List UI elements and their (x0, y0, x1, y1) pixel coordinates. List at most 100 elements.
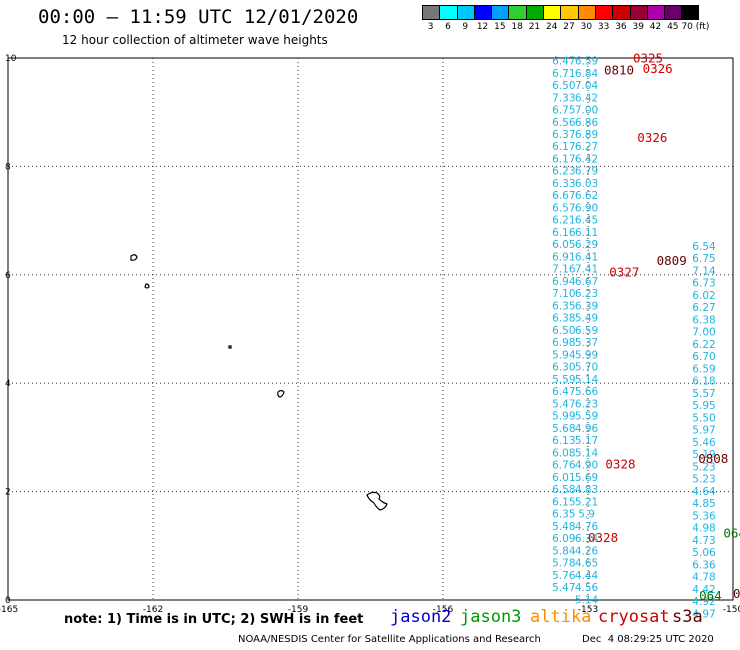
wave-height-value: 6.35 (552, 509, 575, 521)
x-tick-label: -153 (578, 605, 598, 615)
wave-height-value: 5.17 (575, 435, 598, 447)
legend-label: 18 (511, 22, 523, 32)
wave-height-value: 5.14 (575, 447, 599, 459)
footer-note: note: 1) Time is in UTC; 2) SWH is in fe… (64, 612, 364, 627)
wave-height-value: 5.78 (552, 558, 575, 570)
legend-swatch (612, 5, 630, 20)
wave-height-value: 5.97 (692, 425, 715, 437)
overpass-time-label: 0809 (657, 253, 687, 268)
wave-height-value: 6.17 (552, 141, 575, 153)
satellite-legend-item: s3a (672, 607, 703, 627)
overpass-time-label: 0327 (609, 264, 639, 279)
wave-height-value: 6.50 (552, 325, 575, 337)
legend-swatch (681, 5, 699, 20)
wave-height-value: 6.30 (552, 362, 575, 374)
wave-height-value: 7.16 (552, 264, 576, 276)
wave-height-value: 6.47 (552, 56, 575, 68)
wave-height-value: 4.98 (692, 523, 715, 535)
wave-height-value: 6.75 (692, 253, 715, 265)
legend-label: 24 (546, 22, 558, 32)
legend-swatch (664, 5, 682, 20)
wave-height-value: 5.68 (552, 423, 575, 435)
wave-height-value: 6.79 (575, 166, 598, 178)
wave-height-value: 7.41 (575, 264, 598, 276)
wave-height-value: 6.35 (552, 300, 575, 312)
wave-height-value: 4.42 (692, 584, 715, 596)
wave-height-value: 5.70 (575, 362, 598, 374)
wave-height-value: 6.98 (552, 337, 575, 349)
wave-height-value: 5.21 (575, 496, 598, 508)
overpass-time-label: 0642 (723, 526, 740, 541)
legend-label: 36 (615, 22, 627, 32)
legend-label: 39 (632, 22, 644, 32)
legend-label: 9 (462, 22, 469, 32)
wave-height-value: 6.56 (552, 117, 576, 129)
wave-height-value: 5.99 (552, 411, 575, 423)
wave-height-value: 6.22 (692, 339, 715, 351)
wave-height-value: 6.59 (575, 56, 598, 68)
wave-height-value: 7.14 (692, 265, 716, 277)
wave-height-value: 6.94 (552, 276, 576, 288)
wave-height-value: 7.00 (692, 327, 715, 339)
map-subtitle: 12 hour collection of altimeter wave hei… (62, 33, 328, 47)
wave-height-value: 6.67 (575, 276, 598, 288)
legend-cell: 36 (612, 5, 630, 32)
wave-height-value: 5.57 (692, 388, 715, 400)
x-tick-label: -156 (433, 605, 454, 615)
legend-swatch (422, 5, 440, 20)
wave-height-value: 6.71 (552, 68, 575, 80)
wave-height-value: 6.29 (575, 239, 598, 251)
wave-height-value: 4.76 (575, 521, 599, 533)
legend-swatch (456, 5, 474, 20)
y-tick-label: 2 (5, 488, 11, 498)
wave-height-value: 7.04 (575, 80, 599, 92)
generated-timestamp: Dec 4 08:29:25 UTC 2020 (582, 634, 714, 645)
wave-height-value: 6.59 (575, 325, 598, 337)
wave-height-value: 5.66 (575, 386, 599, 398)
y-tick-label: 8 (5, 162, 11, 172)
overpass-time-label: 0807 (733, 586, 740, 601)
wave-height-value: 5.47 (552, 398, 575, 410)
overpass-time-label: 064 (699, 588, 722, 603)
legend-label: 21 (528, 22, 541, 32)
island-niihau-icon (130, 254, 138, 261)
wave-height-value: 7.33 (552, 92, 575, 104)
wave-height-value: 6.91 (552, 251, 575, 263)
wave-height-value: 6.41 (575, 251, 598, 263)
wave-height-value: 4.92 (692, 596, 715, 608)
x-tick-label: -150 (723, 605, 740, 615)
wave-height-value: 6.13 (552, 435, 575, 447)
wave-height-value: 4.97 (692, 608, 715, 620)
wave-height-value: 5.47 (552, 582, 575, 594)
wave-height-value: 6.54 (692, 241, 716, 253)
legend-cell: 21 (525, 5, 544, 32)
legend-cell: 33 (594, 5, 613, 32)
wave-height-value: 6.42 (575, 92, 598, 104)
wave-height-value: 4.64 (692, 486, 716, 498)
wave-height-value: 5.46 (692, 437, 716, 449)
legend-label: 45 (667, 22, 679, 32)
wave-height-value: 5.9 (578, 509, 595, 521)
wave-height-value: 5.14 (575, 594, 599, 606)
wave-height-value: 6.70 (692, 351, 715, 363)
legend-cell: 12 (473, 5, 492, 32)
wave-height-value: 6.23 (552, 166, 575, 178)
wave-height-value: 4.44 (575, 570, 599, 582)
wave-height-value: 6.09 (552, 533, 575, 545)
overpass-time-label: 0328 (605, 456, 635, 471)
wave-height-value: 4.26 (575, 545, 599, 557)
legend-label: 27 (563, 22, 575, 32)
wave-height-value: 4.83 (575, 484, 598, 496)
x-tick-label: -165 (0, 605, 18, 615)
wave-height-value: 6.23 (575, 398, 598, 410)
wave-height-value: 6.27 (692, 302, 715, 314)
wave-height-value: 7.00 (575, 105, 598, 117)
legend-swatch (560, 5, 578, 20)
legend-swatch (646, 5, 665, 20)
wave-height-value: 5.06 (692, 547, 716, 559)
wave-height-value: 5.23 (692, 461, 715, 473)
wave-height-value: 5.59 (552, 374, 575, 386)
legend-cell: 27 (560, 5, 578, 32)
wave-height-value: 6.86 (575, 117, 599, 129)
wave-height-value: 6.23 (575, 288, 598, 300)
